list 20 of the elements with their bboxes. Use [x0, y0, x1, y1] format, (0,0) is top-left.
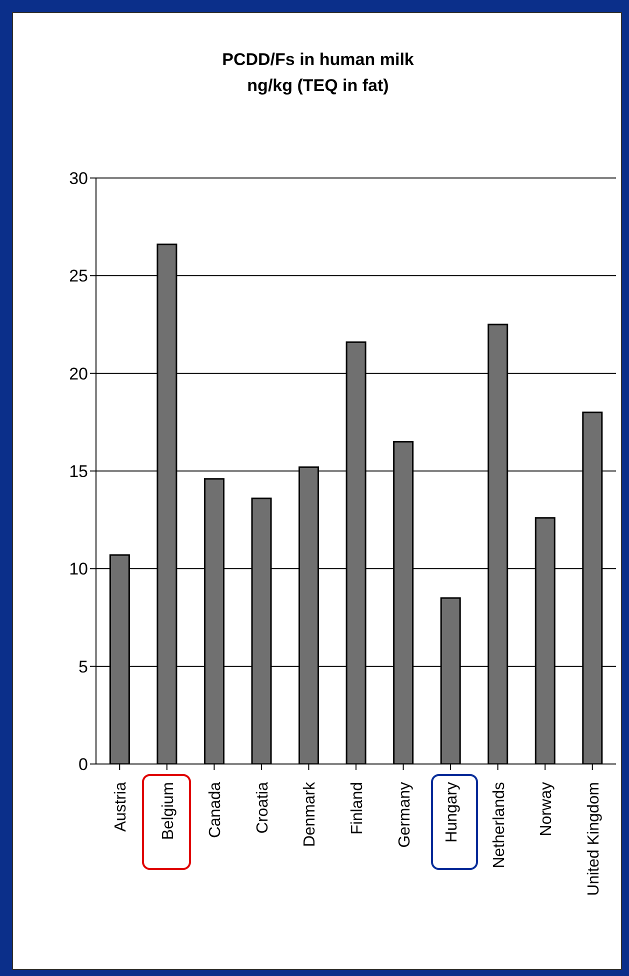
- y-tick-label: 10: [69, 560, 88, 579]
- x-tick-label: Finland: [349, 782, 366, 834]
- y-tick-label: 25: [69, 266, 88, 286]
- x-tick-label: Netherlands: [490, 782, 508, 868]
- x-tick-label: Croatia: [254, 782, 272, 834]
- y-tick-label: 15: [69, 462, 88, 482]
- y-tick-label: 0: [78, 755, 88, 774]
- x-tick-label: Belgium: [160, 782, 177, 840]
- y-tick-label: 20: [69, 364, 88, 384]
- x-tick-label: Norway: [538, 782, 556, 836]
- y-tick-label: 5: [78, 657, 88, 676]
- chart-subtitle: ng/kg (TEQ in fat): [246, 75, 390, 97]
- x-tick-label: Denmark: [302, 781, 319, 847]
- x-tick-label: Germany: [396, 782, 414, 848]
- y-tick-label: 30: [69, 169, 88, 188]
- x-tick-label: United Kingdom: [585, 782, 602, 896]
- chart-title: PCDD/Fs in human milk: [221, 49, 415, 71]
- x-tick-label: Hungary: [444, 782, 461, 842]
- x-tick-label: Canada: [207, 782, 224, 838]
- x-tick-label: Austria: [112, 782, 130, 832]
